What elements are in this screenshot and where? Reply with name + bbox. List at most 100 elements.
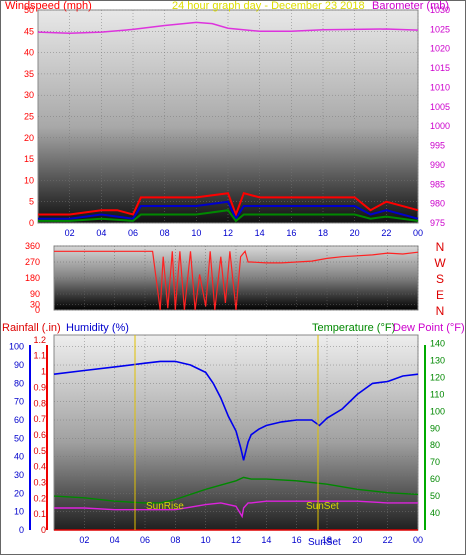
wind-x-tick-label: 00 [413,228,423,238]
series-line-wind-direction [54,250,419,311]
baro-tick-label: 1000 [430,121,450,131]
baro-tick-label: 975 [430,218,445,228]
baro-tick-label: 1020 [430,44,450,54]
rain-tick-label: 0.8 [33,398,46,408]
dir-tick-label: 0 [35,305,40,315]
sunset-bottom-label: SunSet [308,537,341,548]
temp-tick-label: 90 [430,423,440,433]
climate-x-tick-label: 06 [140,535,150,545]
wind-tick-label: 40 [24,48,34,58]
grid-lines [38,9,419,531]
humidity-tick-label: 70 [14,397,24,407]
compass-label: W [434,256,446,270]
dir-tick-label: 360 [25,241,40,251]
climate-x-tick-label: 10 [201,535,211,545]
baro-tick-label: 980 [430,199,445,209]
rainfall-axis-title: Rainfall (.in) [2,322,61,334]
humidity-tick-label: 40 [14,452,24,462]
humidity-tick-label: 10 [14,507,24,517]
baro-tick-label: 1025 [430,24,450,34]
baro-tick-label: 1005 [430,102,450,112]
rain-tick-label: 0.6 [33,430,46,440]
climate-x-tick-label: 22 [383,535,393,545]
baro-tick-label: 995 [430,141,445,151]
dir-tick-label: 180 [25,273,40,283]
wind-x-tick-label: 18 [318,228,328,238]
rain-tick-label: 0.9 [33,382,46,392]
rain-tick-label: 1 [41,367,46,377]
wind-tick-label: 45 [24,26,34,36]
temp-tick-label: 140 [430,338,445,348]
series-line-gust [38,192,419,218]
temp-tick-label: 40 [430,508,440,518]
temp-tick-label: 80 [430,440,440,450]
humidity-tick-label: 50 [14,433,24,443]
wind-x-tick-label: 10 [191,228,201,238]
series-line-dew-point-f- [54,500,418,519]
humidity-tick-label: 20 [14,488,24,498]
wind-tick-label: 25 [24,112,34,122]
humidity-tick-label: 90 [14,360,24,370]
temp-tick-label: 100 [430,406,445,416]
compass-label: N [436,304,445,318]
climate-x-tick-label: 20 [352,535,362,545]
climate-x-tick-label: 02 [79,535,89,545]
rain-tick-label: 1.2 [33,335,46,345]
humidity-axis-title: Humidity (%) [66,322,129,334]
series-line-temperature-f- [53,476,419,504]
temp-tick-label: 70 [430,457,440,467]
temperature-axis-title: Temperature (°F) [312,322,395,334]
wind-x-tick-label: 12 [223,228,233,238]
dir-tick-label: 30 [30,300,40,310]
humidity-tick-label: 30 [14,470,24,480]
dewpoint-axis-title: Dew Point (°F) [393,322,465,334]
sunrise-label: SunRise [146,501,184,512]
climate-x-tick-label: 04 [110,535,120,545]
temp-tick-label: 50 [430,491,440,501]
wind-x-tick-label: 16 [286,228,296,238]
baro-tick-label: 1015 [430,63,450,73]
humidity-tick-label: 60 [14,415,24,425]
baro-tick-label: 1030 [430,5,450,15]
climate-x-tick-label: 00 [413,535,423,545]
series-line-humidity- [53,360,419,461]
wind-x-tick-label: 08 [160,228,170,238]
climate-x-tick-label: 14 [261,535,271,545]
rain-tick-label: 1.1 [33,351,46,361]
axis-ticks: 0510152025303540455097598098599099510001… [9,5,450,545]
humidity-tick-label: 0 [19,525,24,535]
series-line-barometer-mb- [37,21,419,34]
rain-tick-label: 0 [41,525,46,535]
rain-tick-label: 0.5 [33,446,46,456]
wind-tick-label: 15 [24,154,34,164]
annotations: SunRise SunSet SunSet [134,335,341,548]
baro-tick-label: 990 [430,160,445,170]
climate-x-tick-label: 08 [170,535,180,545]
wind-tick-label: 30 [24,90,34,100]
graph-title: 24 hour graph day - December 23 2018 [172,0,365,12]
wind-tick-label: 50 [24,5,34,15]
dir-tick-label: 270 [25,257,40,267]
wind-x-tick-label: 06 [128,228,138,238]
wind-tick-label: 0 [29,218,34,228]
wind-x-tick-label: 22 [381,228,391,238]
dir-tick-label: 90 [30,289,40,299]
compass-label: E [436,288,444,302]
wind-x-tick-label: 14 [255,228,265,238]
barometer-axis-title: Barometer (mb) [372,0,449,12]
wind-tick-label: 35 [24,69,34,79]
series-line-lull [38,209,419,223]
data-series [37,21,419,531]
baro-tick-label: 1010 [430,82,450,92]
rain-tick-label: 0.7 [33,414,46,424]
wind-x-tick-label: 20 [350,228,360,238]
wind-x-tick-label: 04 [96,228,106,238]
rain-tick-label: 0.2 [33,493,46,503]
humidity-tick-label: 100 [9,342,24,352]
wind-tick-label: 10 [24,175,34,185]
sunset-label: SunSet [306,501,339,512]
humidity-tick-label: 80 [14,378,24,388]
rain-tick-label: 0.4 [33,462,46,472]
